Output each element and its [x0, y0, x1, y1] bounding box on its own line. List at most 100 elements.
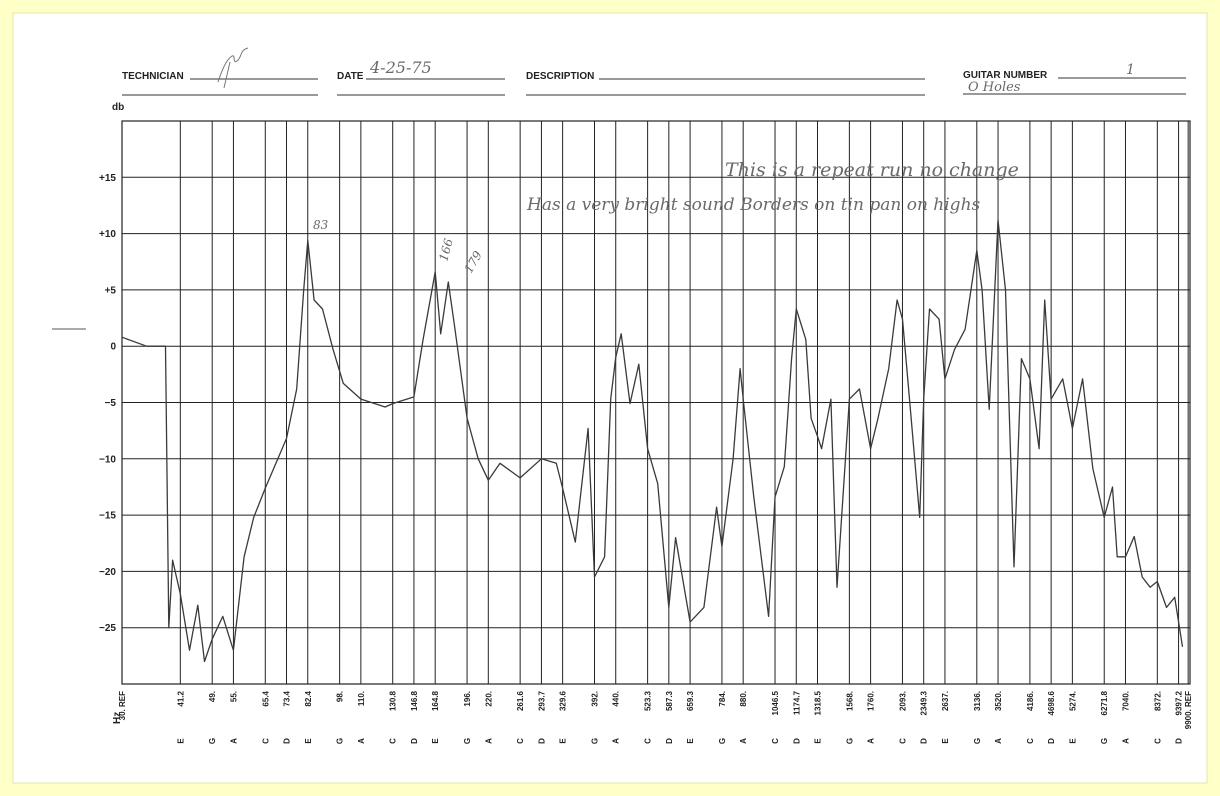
x-note-label: A [994, 738, 1003, 744]
guitar-number-label: GUITAR NUMBER [963, 70, 1048, 81]
x-tick-label: 261.6 [516, 690, 525, 711]
x-note-label: D [1175, 738, 1184, 744]
x-tick-label: 4186. [1026, 691, 1035, 711]
x-note-label: E [814, 738, 823, 744]
x-tick-label: 2349.3 [920, 690, 929, 715]
annotation: This is a repeat run no change [725, 159, 1019, 181]
x-tick-label: 146.8 [410, 690, 419, 711]
y-tick-label: −5 [105, 398, 117, 409]
x-tick-label: 73.4 [282, 690, 291, 706]
x-note-label: C [516, 738, 525, 744]
y-tick-label: −25 [99, 623, 116, 634]
x-note-label: C [898, 738, 907, 744]
x-note-label: A [739, 738, 748, 744]
x-note-label: G [1100, 738, 1109, 744]
x-note-label: C [1153, 738, 1162, 744]
paper [12, 12, 1208, 784]
x-note-label: A [484, 738, 493, 744]
form-header: TECHNICIAN DATE 4-25-75 DESCRIPTION GUIT… [122, 47, 1186, 96]
x-note-label: D [282, 738, 291, 744]
y-tick-label: −10 [99, 454, 116, 465]
x-note-label: G [336, 738, 345, 744]
x-tick-label: 1046.5 [771, 690, 780, 715]
x-tick-label: 9397.2 [1175, 690, 1184, 715]
x-tick-label: 1318.5 [814, 690, 823, 715]
x-tick-label: 41.2 [176, 690, 185, 706]
x-tick-label: 65.4 [261, 690, 270, 706]
x-tick-label: 30. REF [118, 691, 127, 720]
x-note-label: C [389, 738, 398, 744]
x-tick-label: 5274. [1068, 691, 1077, 711]
x-tick-label: 293.7 [537, 690, 546, 711]
x-tick-label: 130.8 [389, 690, 398, 711]
x-tick-label: 82.4 [304, 690, 313, 706]
x-note-label: E [176, 738, 185, 744]
x-tick-label: 392. [591, 691, 600, 707]
x-note-label: G [591, 738, 600, 744]
x-note-label: E [1068, 738, 1077, 744]
x-note-label: E [559, 738, 568, 744]
x-note-label: G [463, 738, 472, 744]
x-note-label: C [771, 738, 780, 744]
x-tick-label: 7040. [1121, 691, 1130, 711]
y-tick-label: +10 [99, 229, 116, 240]
signature [217, 47, 249, 89]
x-tick-label: 49. [208, 691, 217, 702]
x-tick-label: 440. [612, 691, 621, 707]
plot: +15 +10 +5 0 −5 −10 −15 −20 −25 30. REF 41.2 E 49. G 5… [99, 120, 1193, 744]
y-tick-label: 0 [110, 342, 116, 353]
x-note-label: A [229, 738, 238, 744]
technician-label: TECHNICIAN [122, 71, 184, 82]
x-tick-label: 1760. [867, 691, 876, 711]
x-tick-label: 3136. [973, 691, 982, 711]
x-note-label: E [686, 738, 695, 744]
x-tick-label: 2637. [941, 691, 950, 711]
x-note-label: E [431, 738, 440, 744]
x-tick-label: 659.3 [686, 690, 695, 711]
x-note-label: G [718, 738, 727, 744]
date-label: DATE [337, 71, 364, 82]
x-tick-label: 4698.6 [1047, 690, 1056, 715]
x-note-label: A [612, 738, 621, 744]
guitar-number-value: 1 [1126, 62, 1135, 78]
annotation: Has a very bright sound Borders on tin p… [526, 195, 981, 215]
x-note-label: D [665, 738, 674, 744]
x-tick-label: 587.3 [665, 690, 674, 711]
x-note-label: D [1047, 738, 1056, 744]
x-tick-label: 1174.7 [792, 690, 801, 715]
x-note-label: D [792, 738, 801, 744]
x-note-label: G [208, 738, 217, 744]
description-label: DESCRIPTION [526, 71, 594, 82]
y-tick-label: −15 [99, 511, 116, 522]
x-tick-label: 1568. [845, 691, 854, 711]
x-tick-label: 523.3 [644, 690, 653, 711]
response-curve [121, 219, 1184, 663]
x-note-label: G [973, 738, 982, 744]
x-note-label: G [845, 738, 854, 744]
x-note-label: A [357, 738, 366, 744]
peak-label: 83 [313, 218, 329, 232]
date-value: 4-25-75 [369, 58, 432, 77]
x-note-label: E [941, 738, 950, 744]
x-axis-label: Hz [112, 712, 123, 724]
x-note-label: A [867, 738, 876, 744]
x-tick-label: 196. [463, 691, 472, 707]
y-axis-label: db [112, 102, 124, 113]
x-note-label: C [1026, 738, 1035, 744]
x-tick-label: 164.8 [431, 690, 440, 711]
x-tick-label: 98. [336, 691, 345, 702]
x-tick-label: 6271.8 [1100, 690, 1109, 715]
x-note-label: A [1121, 738, 1130, 744]
x-tick-label: 8372. [1153, 691, 1162, 711]
x-tick-label: 9900. REF [1184, 691, 1193, 729]
x-tick-label: 220. [484, 691, 493, 707]
y-tick-label: −20 [99, 567, 116, 578]
x-note-label: D [537, 738, 546, 744]
x-note-label: C [261, 738, 270, 744]
x-tick-label: 3520. [994, 691, 1003, 711]
x-tick-label: 329.6 [559, 690, 568, 711]
x-note-label: D [410, 738, 419, 744]
x-note-label: C [644, 738, 653, 744]
x-tick-label: 110. [357, 691, 366, 706]
